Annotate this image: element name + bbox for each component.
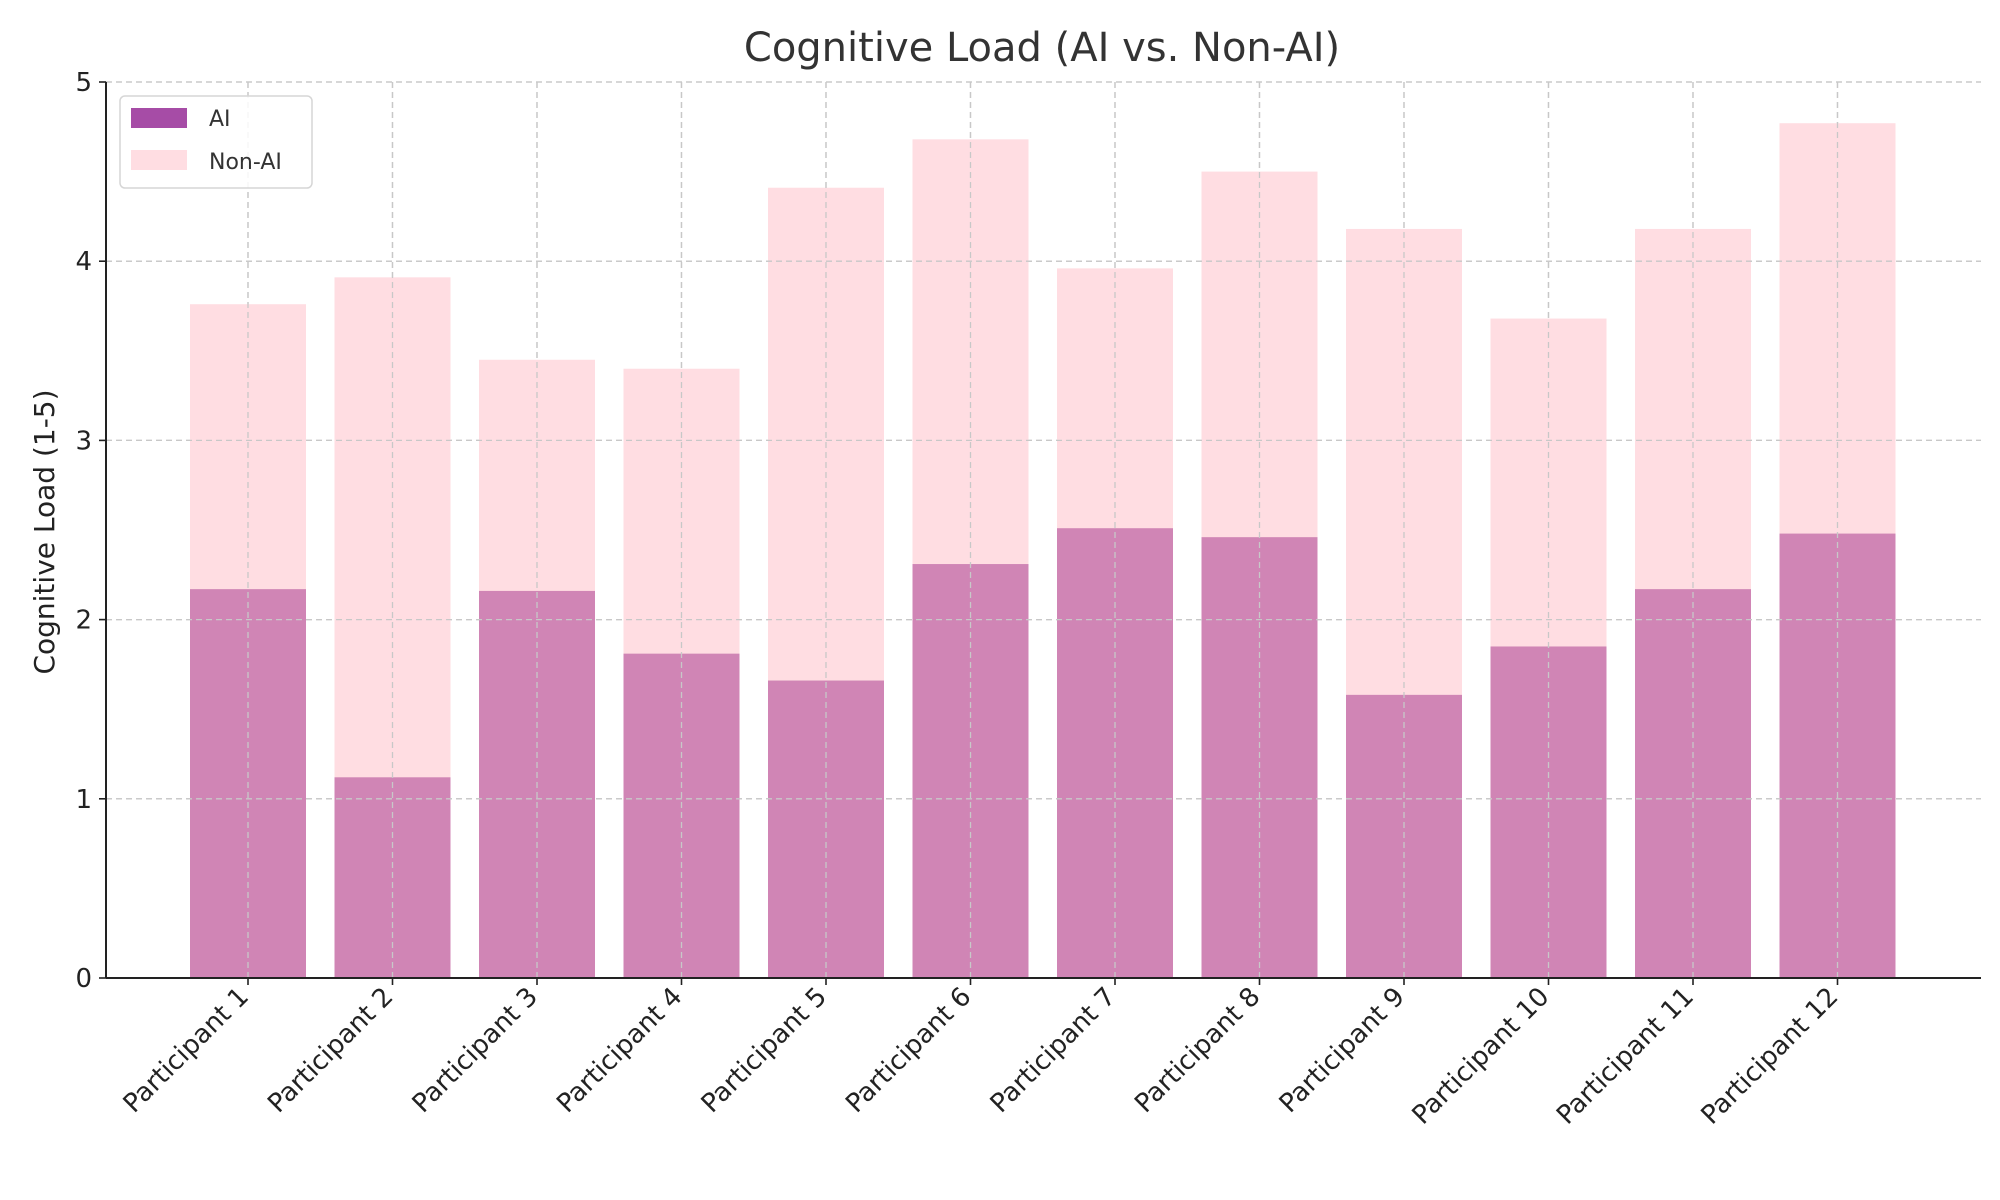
legend-label-ai: AI [209, 107, 231, 132]
x-tick-label: Participant 11 [1551, 982, 1700, 1131]
y-tick-label: 3 [75, 426, 92, 456]
x-tick-label: Participant 3 [407, 982, 544, 1119]
axes [105, 82, 1981, 979]
y-tick-label: 4 [75, 247, 92, 277]
legend-label-non-ai: Non-AI [209, 150, 282, 175]
x-tick-label: Participant 7 [985, 982, 1122, 1119]
x-tick-label: Participant 9 [1274, 982, 1411, 1119]
x-tick-label: Participant 6 [840, 982, 977, 1119]
grid-overlay [106, 81, 1981, 978]
chart-title: Cognitive Load (AI vs. Non-AI) [744, 25, 1340, 71]
x-tick-label: Participant 5 [696, 982, 833, 1119]
y-tick-label: 5 [75, 68, 92, 98]
y-tick-label: 1 [75, 785, 92, 815]
ai-bar-participant-5 [768, 680, 884, 978]
legend-swatch-ai [131, 108, 187, 128]
y-axis-label: Cognitive Load (1-5) [28, 389, 61, 674]
x-tick-label: Participant 4 [551, 982, 688, 1119]
legend-swatch-non-ai [131, 150, 187, 170]
x-tick-label: Participant 8 [1129, 982, 1266, 1119]
x-tick-label: Participant 2 [262, 982, 399, 1119]
y-tick-label: 0 [75, 964, 92, 994]
x-tick-label: Participant 12 [1696, 982, 1845, 1131]
legend: AI Non-AI [119, 95, 313, 189]
x-tick-label: Participant 10 [1407, 982, 1556, 1131]
y-tick-label: 2 [75, 606, 92, 636]
x-tick-label: Participant 1 [118, 982, 255, 1119]
y-tick-labels: 0 1 2 3 4 5 [75, 68, 106, 994]
